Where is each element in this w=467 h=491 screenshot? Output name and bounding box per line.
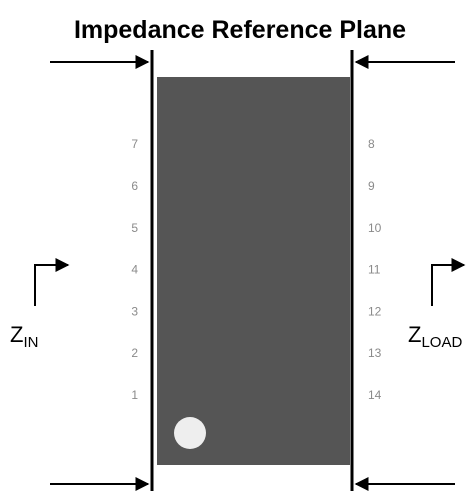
pin-number: 14: [368, 388, 382, 402]
device-body: [157, 77, 350, 465]
pin-number: 7: [131, 137, 138, 151]
z-in-label: ZIN: [10, 322, 38, 351]
pin-number: 5: [131, 221, 138, 235]
z-load-label: ZLOAD: [408, 322, 462, 351]
pin1-dot: [174, 417, 206, 449]
pin-number: 1: [131, 388, 138, 402]
arrow: [34, 258, 70, 306]
pins: 7 6 5 4 3 2 1 8 9 10 11 12 13 14: [131, 137, 381, 402]
pin-number: 13: [368, 346, 382, 360]
pin-number: 2: [131, 346, 138, 360]
pin-number: 4: [131, 263, 138, 277]
arrow: [431, 258, 466, 306]
pin-number: 11: [368, 263, 381, 277]
pin-number: 10: [368, 221, 382, 235]
pin-number: 6: [131, 179, 138, 193]
pin-number: 12: [368, 304, 382, 318]
pin-number: 8: [368, 137, 375, 151]
pin-number: 3: [131, 304, 138, 318]
title: Impedance Reference Plane: [74, 16, 406, 44]
pin-number: 9: [368, 179, 375, 193]
